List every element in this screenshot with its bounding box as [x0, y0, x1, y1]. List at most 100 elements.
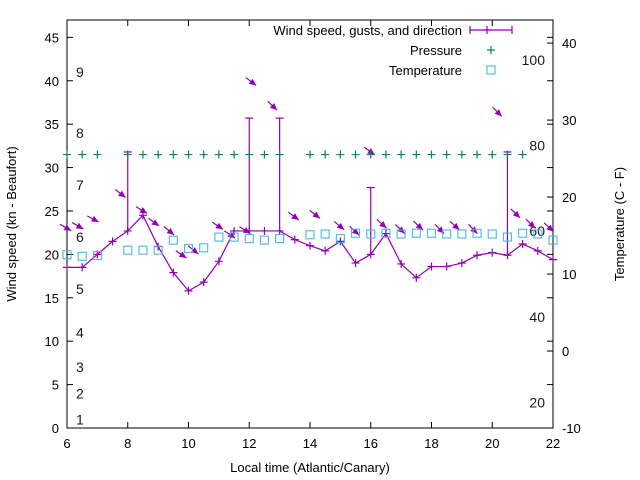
fahrenheit-label: 20 [529, 395, 545, 411]
wind-direction-arrowhead [546, 224, 554, 232]
wind-speed-marker [351, 259, 360, 268]
wind-speed-marker [336, 237, 345, 246]
pressure-marker [397, 150, 406, 159]
y-tick-label: 25 [45, 204, 59, 219]
wind-direction-arrowhead [215, 222, 223, 230]
pressure-marker [351, 150, 360, 159]
wind-speed-line [67, 214, 554, 292]
pressure-marker [214, 150, 223, 159]
temperature-marker [168, 235, 178, 245]
y-tick-label: 20 [45, 247, 59, 262]
temperature-marker [244, 234, 254, 244]
wind-speed-marker [199, 278, 208, 287]
pressure-marker [503, 150, 512, 159]
wind-direction-arrowhead [512, 210, 521, 218]
legend-key-pressure [487, 46, 495, 54]
pressure-marker [184, 150, 193, 159]
temperature-marker [366, 229, 376, 239]
wind-direction-arrowhead [312, 211, 320, 219]
wind-speed-marker [412, 273, 421, 282]
y2-tick-label: 10 [562, 267, 576, 282]
temperature-marker [183, 244, 194, 254]
beaufort-label: 8 [76, 125, 84, 141]
pressure-marker [427, 150, 436, 159]
beaufort-label: 6 [76, 229, 84, 245]
y-tick-label: 35 [45, 117, 59, 132]
beaufort-label: 2 [76, 385, 84, 401]
wind-direction-arrowhead [269, 103, 278, 111]
temperature-marker [153, 245, 163, 255]
fahrenheit-label: 80 [529, 137, 545, 153]
temperature-marker [381, 228, 391, 238]
temperature-marker [472, 228, 482, 238]
pressure-marker [199, 150, 208, 159]
x-tick-label: 22 [546, 436, 560, 451]
temperature-marker [518, 228, 528, 238]
wind-direction-arrowhead [63, 224, 72, 231]
temperature-marker [487, 229, 497, 239]
temperature-marker [351, 228, 361, 238]
temperature-marker [229, 232, 239, 242]
beaufort-label: 4 [76, 325, 84, 341]
pressure-marker [230, 150, 239, 159]
plot-frame [66, 19, 554, 429]
pressure-marker [245, 150, 254, 159]
wind-speed-marker [78, 263, 87, 272]
fahrenheit-label: 100 [522, 52, 546, 68]
temperature-marker [62, 250, 72, 260]
x-tick-label: 16 [364, 436, 378, 451]
beaufort-label: 9 [76, 64, 84, 80]
pressure-marker [123, 150, 132, 159]
legend-label-2: Temperature [389, 63, 462, 78]
beaufort-label: 3 [76, 359, 84, 375]
y2-tick-label: 0 [562, 344, 569, 359]
temperature-marker [335, 234, 345, 244]
x-tick-label: 6 [63, 436, 70, 451]
pressure-marker [260, 150, 269, 159]
pressure-marker [306, 150, 314, 159]
pressure-marker [138, 150, 147, 159]
temperature-marker [426, 228, 437, 238]
wind-direction-arrowhead [75, 222, 84, 230]
x-axis-title: Local time (Atlantic/Canary) [230, 460, 390, 475]
y-tick-label: 15 [45, 291, 59, 306]
wind-speed-marker [518, 239, 527, 248]
wind-direction-arrowhead [291, 213, 299, 221]
y2-tick-label: -10 [562, 421, 581, 436]
temperature-marker [396, 229, 406, 239]
pressure-marker [169, 150, 178, 159]
wind-direction-arrowhead [242, 227, 251, 234]
wind-direction-arrowhead [151, 219, 160, 227]
pressure-marker [93, 150, 102, 159]
y-tick-label: 0 [52, 421, 59, 436]
wind-speed-marker [321, 246, 330, 255]
pressure-marker [78, 150, 87, 159]
wind-direction-arrowhead [227, 231, 236, 238]
wind-direction-arrowhead [336, 222, 345, 230]
temperature-marker [320, 229, 330, 239]
x-tick-label: 12 [242, 436, 256, 451]
temperature-marker [138, 245, 148, 255]
temperature-marker [442, 229, 452, 239]
wind-direction-arrowhead [178, 251, 187, 259]
fahrenheit-label: 40 [529, 309, 545, 325]
wind-direction-arrowhead [528, 221, 536, 229]
beaufort-label: 7 [76, 177, 84, 193]
wind-speed-marker [306, 241, 314, 250]
pressure-marker [63, 150, 71, 159]
temperature-marker [502, 232, 512, 242]
y-tick-label: 30 [45, 161, 59, 176]
wind-speed-marker [275, 226, 284, 235]
wind-speed-marker [488, 248, 497, 257]
y-tick-label: 40 [45, 74, 59, 89]
pressure-marker [518, 150, 527, 159]
wind-direction-arrowhead [452, 222, 460, 230]
wind-speed-marker [473, 251, 482, 260]
temperature-marker [275, 234, 285, 244]
pressure-marker [488, 150, 497, 159]
pressure-marker [473, 150, 482, 159]
pressure-marker [457, 150, 466, 159]
pressure-marker [275, 150, 284, 159]
